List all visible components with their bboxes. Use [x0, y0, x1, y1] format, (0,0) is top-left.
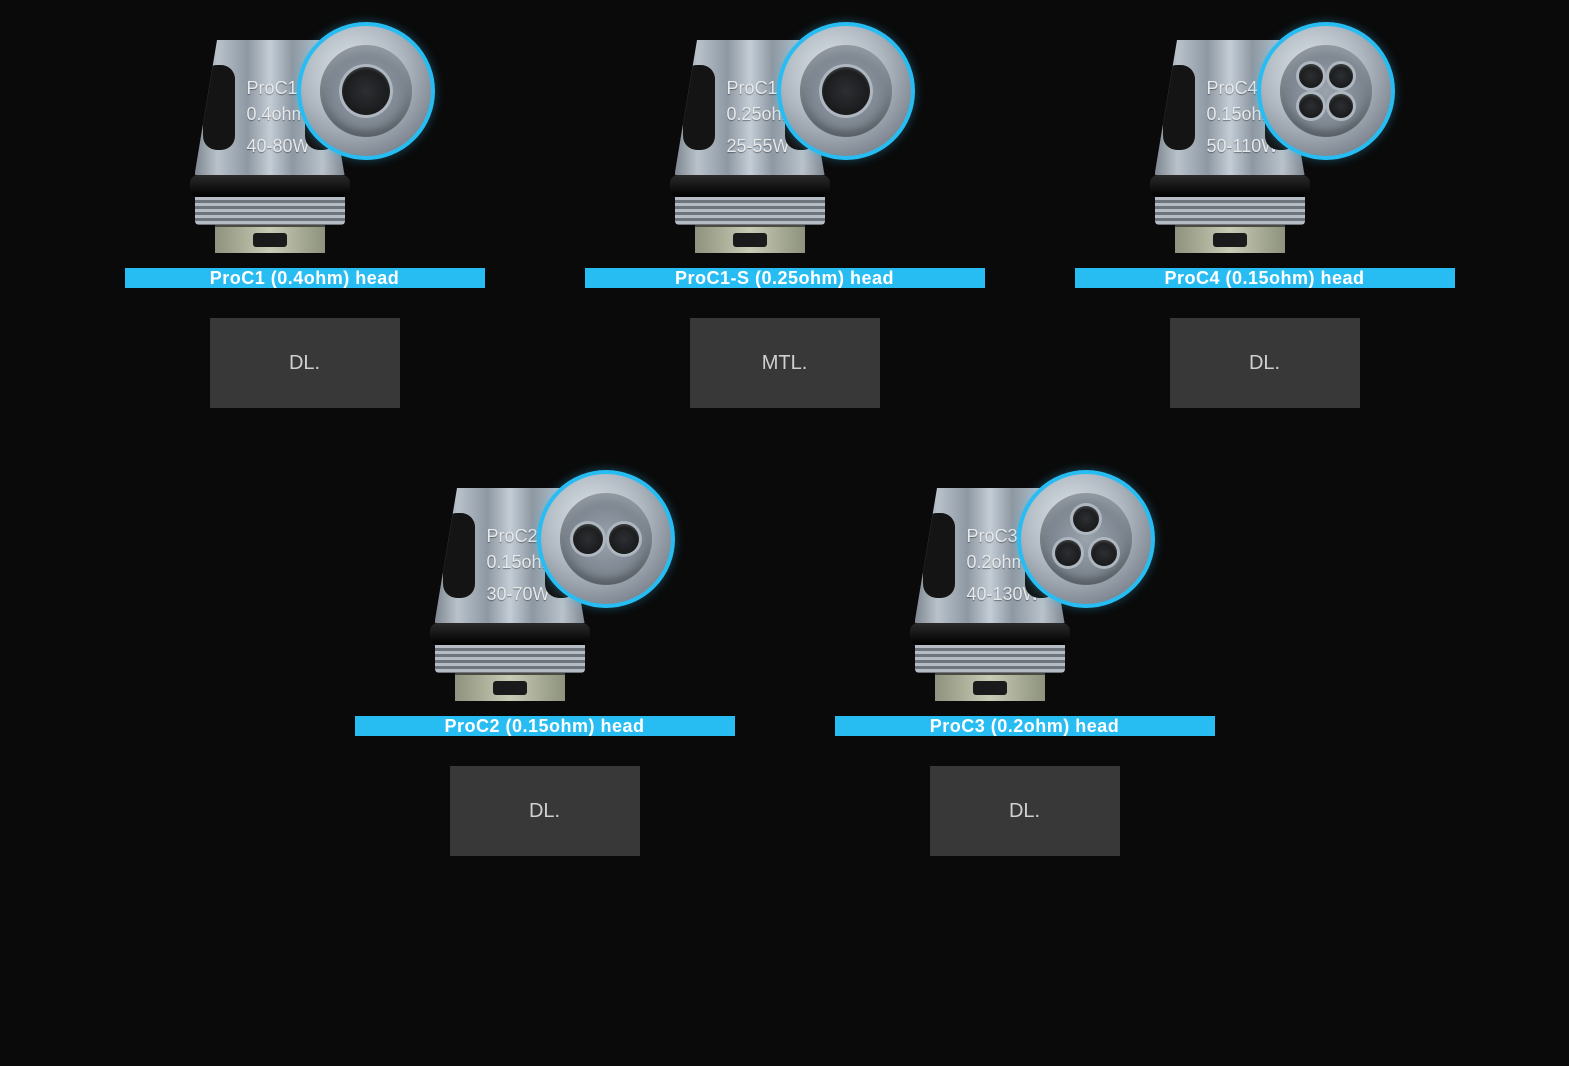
coil-desc-bar: DL. [450, 766, 640, 856]
coil-title-bar: ProC2 (0.15ohm) head [355, 716, 735, 736]
coil-visual: ProC1-S 0.25ohm 25-55W [655, 20, 915, 250]
coil-ohm: 0.2ohm [967, 552, 1027, 572]
coil-row-2: ProC2 0.15ohm 30-70W ProC2 (0.15ohm) hea… [0, 468, 1569, 856]
coil-mid [1150, 175, 1310, 197]
coil-mid [190, 175, 350, 197]
coil-desc-bar: DL. [930, 766, 1120, 856]
coil-title-bar: ProC4 (0.15ohm) head [1075, 268, 1455, 288]
coil-threads [435, 645, 585, 673]
coil-ring [560, 493, 652, 585]
coil-visual: ProC1 0.4ohm 40-80W [175, 20, 435, 250]
coil-hole [1055, 540, 1081, 566]
coil-row-1: ProC1 0.4ohm 40-80W ProC1 (0.4ohm) head … [0, 20, 1569, 408]
coil-desc-bar: DL. [210, 318, 400, 408]
coil-title-bar: ProC1-S (0.25ohm) head [585, 268, 985, 288]
coil-hole [573, 524, 603, 554]
coil-holes [1291, 56, 1361, 126]
coil-hole [822, 67, 870, 115]
coil-ring [320, 45, 412, 137]
coil-name: ProC1 [247, 78, 298, 98]
coil-threads [675, 197, 825, 225]
coil-hole [1329, 94, 1353, 118]
coil-wattage: 40-80W [247, 133, 310, 159]
coil-hole [1299, 64, 1323, 88]
coil-hole [1073, 506, 1099, 532]
coil-wattage: 40-130W [967, 581, 1040, 607]
coil-holes [571, 504, 641, 574]
coil-threads [1155, 197, 1305, 225]
coil-threads [195, 197, 345, 225]
coil-card-proc4: ProC4 0.15ohm 50-110W ProC4 (0.15ohm) he… [1075, 20, 1455, 408]
coil-mid [910, 623, 1070, 645]
coil-topview [1257, 22, 1395, 160]
coil-card-proc2: ProC2 0.15ohm 30-70W ProC2 (0.15ohm) hea… [355, 468, 735, 856]
coil-hole [1329, 64, 1353, 88]
coil-card-proc1: ProC1 0.4ohm 40-80W ProC1 (0.4ohm) head … [115, 20, 495, 408]
coil-visual: ProC4 0.15ohm 50-110W [1135, 20, 1395, 250]
coil-threads [915, 645, 1065, 673]
coil-mid [670, 175, 830, 197]
coil-hole [609, 524, 639, 554]
coil-hole [342, 67, 390, 115]
coil-desc-bar: DL. [1170, 318, 1360, 408]
coil-name: ProC4 [1207, 78, 1258, 98]
coil-visual: ProC3 0.2ohm 40-130W [895, 468, 1155, 698]
coil-name: ProC2 [487, 526, 538, 546]
coil-holes [811, 56, 881, 126]
coil-ring [800, 45, 892, 137]
coil-card-proc1s: ProC1-S 0.25ohm 25-55W ProC1-S (0.25ohm)… [595, 20, 975, 408]
coil-title-bar: ProC3 (0.2ohm) head [835, 716, 1215, 736]
coil-base [1175, 225, 1285, 253]
coil-ohm: 0.4ohm [247, 104, 307, 124]
coil-holes [331, 56, 401, 126]
coil-hole [1091, 540, 1117, 566]
coil-hole [1299, 94, 1323, 118]
coil-base [455, 673, 565, 701]
coil-wattage: 25-55W [727, 133, 790, 159]
coil-visual: ProC2 0.15ohm 30-70W [415, 468, 675, 698]
coil-wattage: 50-110W [1207, 133, 1279, 159]
coil-base [695, 225, 805, 253]
coil-base [215, 225, 325, 253]
coil-card-proc3: ProC3 0.2ohm 40-130W ProC3 (0.2ohm) head… [835, 468, 1215, 856]
coil-desc-bar: MTL. [690, 318, 880, 408]
coil-name: ProC3 [967, 526, 1018, 546]
coil-topview [537, 470, 675, 608]
coil-infographic: ProC1 0.4ohm 40-80W ProC1 (0.4ohm) head … [0, 0, 1569, 896]
coil-topview [777, 22, 915, 160]
coil-ring [1040, 493, 1132, 585]
coil-topview [297, 22, 435, 160]
coil-title-bar: ProC1 (0.4ohm) head [125, 268, 485, 288]
coil-mid [430, 623, 590, 645]
coil-base [935, 673, 1045, 701]
coil-wattage: 30-70W [487, 581, 550, 607]
coil-topview [1017, 470, 1155, 608]
coil-ring [1280, 45, 1372, 137]
coil-holes [1051, 504, 1121, 574]
